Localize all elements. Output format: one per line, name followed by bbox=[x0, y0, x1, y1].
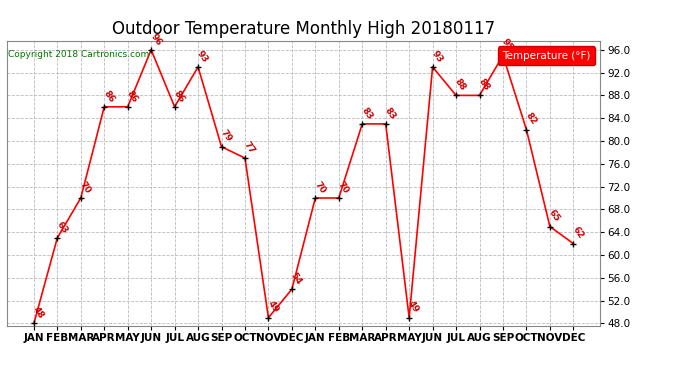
Text: 83: 83 bbox=[383, 106, 397, 121]
Text: 83: 83 bbox=[359, 106, 374, 121]
Title: Outdoor Temperature Monthly High 20180117: Outdoor Temperature Monthly High 2018011… bbox=[112, 20, 495, 38]
Text: 86: 86 bbox=[101, 88, 116, 104]
Text: 93: 93 bbox=[195, 49, 210, 64]
Text: 49: 49 bbox=[406, 299, 421, 315]
Text: 95: 95 bbox=[500, 37, 515, 53]
Legend: Temperature (°F): Temperature (°F) bbox=[498, 46, 595, 65]
Text: 70: 70 bbox=[336, 180, 351, 195]
Text: 65: 65 bbox=[547, 209, 562, 224]
Text: 70: 70 bbox=[78, 180, 92, 195]
Text: 63: 63 bbox=[55, 220, 69, 235]
Text: 96: 96 bbox=[148, 32, 163, 47]
Text: 70: 70 bbox=[313, 180, 327, 195]
Text: 88: 88 bbox=[453, 77, 468, 93]
Text: 54: 54 bbox=[289, 271, 304, 286]
Text: Copyright 2018 Cartronics.com: Copyright 2018 Cartronics.com bbox=[8, 50, 149, 59]
Text: 79: 79 bbox=[219, 128, 233, 144]
Text: 62: 62 bbox=[571, 225, 585, 241]
Text: 82: 82 bbox=[524, 111, 538, 127]
Text: 86: 86 bbox=[125, 88, 139, 104]
Text: 48: 48 bbox=[31, 305, 46, 321]
Text: 49: 49 bbox=[266, 299, 280, 315]
Text: 93: 93 bbox=[430, 49, 444, 64]
Text: 77: 77 bbox=[242, 140, 257, 155]
Text: 86: 86 bbox=[172, 88, 186, 104]
Text: 88: 88 bbox=[477, 77, 491, 93]
